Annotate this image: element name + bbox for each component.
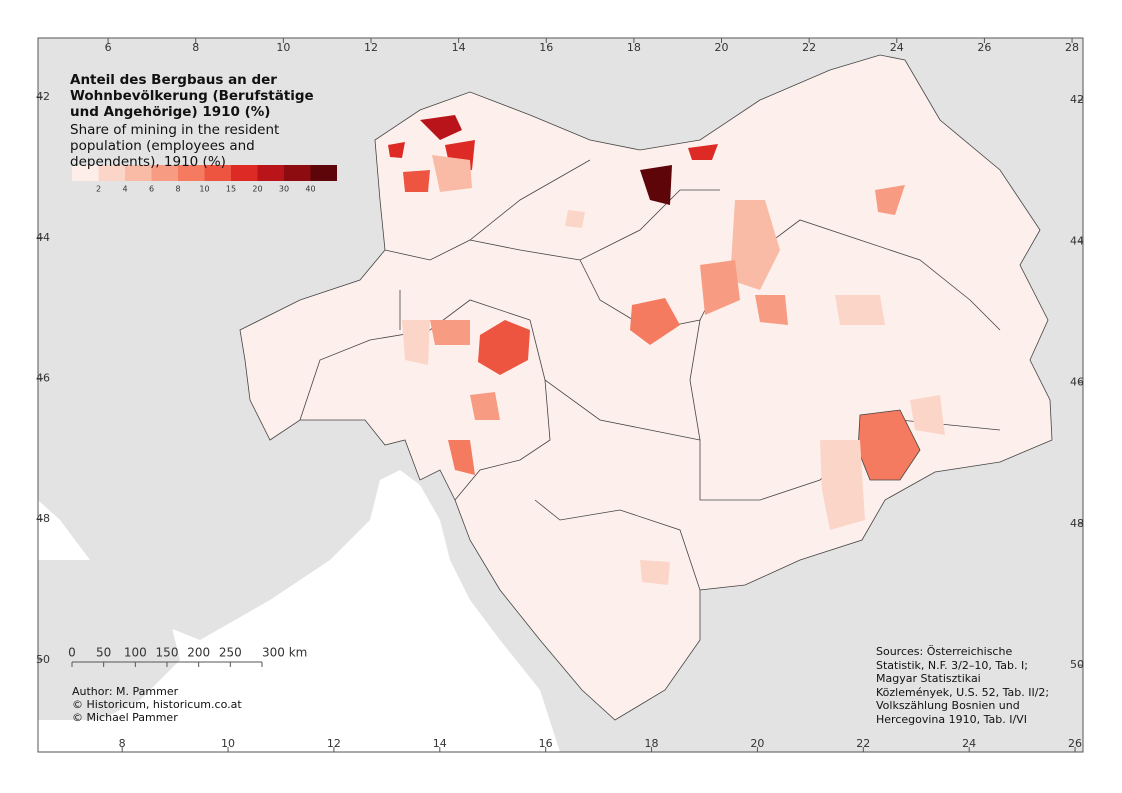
legend-label: 4: [122, 185, 127, 194]
bottom-tick-label: 16: [539, 737, 553, 750]
bottom-tick-label: 14: [433, 737, 447, 750]
district: [388, 142, 405, 158]
scale-label: 250: [219, 646, 242, 660]
district: [630, 298, 680, 345]
bottom-tick-label: 18: [645, 737, 659, 750]
scale-label: 0: [68, 646, 76, 660]
legend-label: 8: [175, 185, 180, 194]
legend-label: 6: [149, 185, 154, 194]
italy-land: [38, 560, 180, 720]
district: [470, 392, 500, 420]
left-tick-label: 44: [36, 231, 50, 244]
bottom-tick-label: 26: [1068, 737, 1082, 750]
district: [640, 560, 670, 585]
district: [875, 185, 905, 215]
district: [432, 155, 472, 192]
legend-label: 40: [305, 185, 315, 194]
top-tick-label: 10: [276, 41, 290, 54]
legend-swatch: [204, 165, 231, 181]
legend-swatch: [231, 165, 258, 181]
scale-label: 50: [96, 646, 111, 660]
legend-swatch: [178, 165, 205, 181]
left-tick-label: 50: [36, 653, 50, 666]
legend-label: 30: [279, 185, 289, 194]
district: [420, 115, 462, 140]
map-frame: [37, 37, 1084, 753]
legend-swatch: [257, 165, 284, 181]
left-tick-label: 48: [36, 512, 50, 525]
legend-swatch: [72, 165, 99, 181]
district: [910, 395, 945, 435]
legend-label: 2: [96, 185, 101, 194]
legend-swatch: [98, 165, 125, 181]
subtitle: Share of mining in the resident populati…: [70, 122, 280, 170]
legend-label: 15: [226, 185, 236, 194]
top-tick-label: 8: [192, 41, 199, 54]
legend-swatch: [125, 165, 152, 181]
bottom-tick-label: 22: [856, 737, 870, 750]
top-tick-label: 18: [627, 41, 641, 54]
left-tick-label: 42: [36, 90, 50, 103]
scale-label: 300 km: [262, 646, 307, 660]
empire-area: [239, 54, 1053, 721]
top-tick-label: 28: [1065, 41, 1079, 54]
author-line: © Michael Pammer: [72, 711, 178, 724]
district: [478, 320, 530, 375]
scale-label: 200: [187, 646, 210, 660]
bottom-tick-label: 10: [221, 737, 235, 750]
district: [820, 440, 865, 530]
district: [755, 295, 788, 325]
district: [402, 320, 430, 365]
district: [430, 320, 470, 345]
left-tick-label: 46: [36, 371, 50, 384]
top-tick-label: 16: [539, 41, 553, 54]
author-line: Author: M. Pammer: [72, 685, 179, 698]
right-tick-label: 46: [1070, 376, 1084, 389]
top-tick-label: 26: [977, 41, 991, 54]
right-tick-label: 44: [1070, 234, 1084, 247]
district: [730, 200, 780, 290]
title: Anteil des Bergbaus an der Wohnbevölkeru…: [70, 72, 314, 120]
sources: Sources: Österreichische Statistik, N.F.…: [876, 645, 1050, 726]
legend-label: 10: [199, 185, 209, 194]
district: [448, 440, 475, 475]
legend-label: 20: [252, 185, 262, 194]
legend-swatch: [310, 165, 337, 181]
top-tick-label: 14: [452, 41, 466, 54]
district: [688, 144, 718, 160]
district: [565, 210, 585, 228]
top-tick-label: 12: [364, 41, 378, 54]
district: [700, 260, 740, 315]
bottom-tick-label: 12: [327, 737, 341, 750]
bottom-tick-label: 24: [962, 737, 976, 750]
bottom-tick-label: 20: [750, 737, 764, 750]
author: Author: M. Pammer © Historicum, historicu…: [72, 685, 242, 724]
district: [835, 295, 885, 325]
top-tick-label: 24: [890, 41, 904, 54]
top-tick-label: 6: [105, 41, 112, 54]
scale-label: 150: [156, 646, 179, 660]
bottom-tick-label: 8: [119, 737, 126, 750]
author-line: © Historicum, historicum.co.at: [72, 698, 242, 711]
top-tick-label: 22: [802, 41, 816, 54]
right-tick-label: 42: [1070, 93, 1084, 106]
right-tick-label: 48: [1070, 517, 1084, 530]
legend-swatch: [151, 165, 178, 181]
mining-districts: [388, 115, 945, 585]
right-tick-label: 50: [1070, 658, 1084, 671]
legend-swatch: [284, 165, 311, 181]
district: [403, 170, 430, 192]
scale-label: 100: [124, 646, 147, 660]
district: [640, 165, 672, 205]
top-tick-label: 20: [715, 41, 729, 54]
